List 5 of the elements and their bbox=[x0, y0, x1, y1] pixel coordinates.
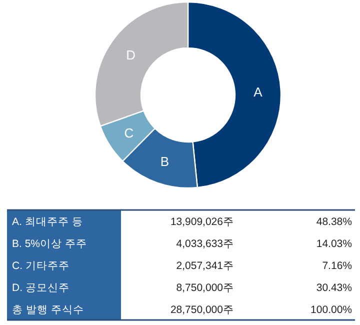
slice-label: B bbox=[160, 154, 170, 170]
slice-label: D bbox=[126, 48, 136, 63]
slice-label: C bbox=[124, 126, 134, 141]
slice-label: A bbox=[254, 84, 263, 100]
table: A. 최대주주 등 13,909,026주 48.38% B. 5%이상 주주 4,033,633주 14.03% C. 기타주주 2,057,341주 7.16% D. 공모신주 8,750,000주 30.43% 총 발행 주식수 28,750,000주 100.00% bbox=[7, 209, 355, 321]
